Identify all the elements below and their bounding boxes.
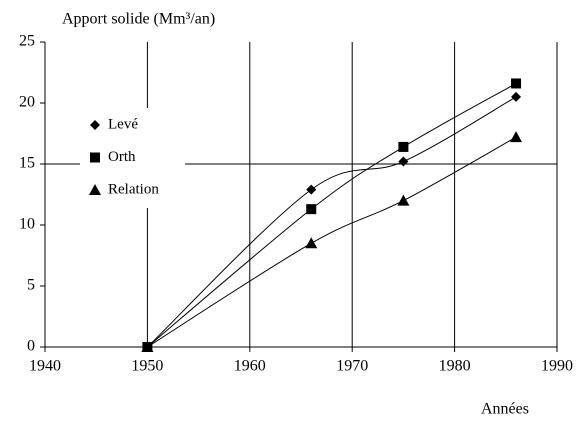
x-tick-label: 1970 — [336, 358, 368, 375]
x-axis-label: Années — [481, 401, 529, 418]
marker — [511, 91, 522, 102]
trend-line — [147, 83, 517, 348]
marker — [306, 184, 317, 195]
y-tick-label: 20 — [19, 94, 35, 111]
y-tick-label: 15 — [19, 155, 35, 172]
y-tick-label: 10 — [19, 216, 35, 233]
legend-label: Orth — [108, 149, 136, 165]
marker — [398, 156, 409, 167]
marker — [511, 78, 522, 89]
x-tick-label: 1980 — [439, 358, 471, 375]
trend-line — [147, 136, 517, 348]
y-tick-label: 0 — [27, 338, 35, 355]
marker — [398, 141, 409, 152]
x-tick-label: 1950 — [131, 358, 163, 375]
marker — [90, 120, 100, 130]
chart-title: Apport solide (Mm³/an) — [62, 11, 215, 28]
marker — [397, 194, 410, 206]
x-tick-label: 1960 — [234, 358, 266, 375]
trend-line — [147, 96, 517, 348]
y-tick-label: 25 — [19, 33, 35, 50]
x-tick-label: 1990 — [541, 358, 573, 375]
marker — [90, 152, 100, 163]
y-tick-label: 5 — [27, 277, 35, 294]
x-tick-label: 1940 — [29, 358, 61, 375]
legend-label: Levé — [108, 116, 138, 132]
marker — [141, 341, 154, 352]
marker — [510, 131, 523, 143]
legend-label: Relation — [108, 181, 159, 197]
marker — [306, 204, 317, 215]
marker — [305, 237, 318, 249]
marker — [89, 184, 101, 195]
